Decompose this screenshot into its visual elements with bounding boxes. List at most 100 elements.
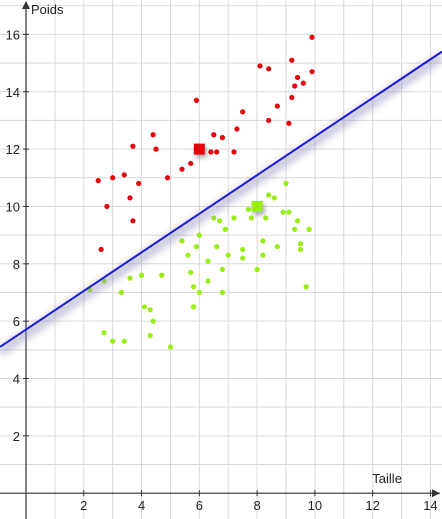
- centroid-red: [193, 143, 205, 155]
- data-point-red: [266, 117, 272, 124]
- data-point-red: [98, 246, 104, 253]
- y-tick-label: 8: [13, 257, 20, 272]
- y-axis-arrow: [22, 1, 30, 9]
- data-point-green: [266, 192, 272, 198]
- data-point-green: [110, 338, 116, 344]
- x-tick-label: 2: [80, 498, 87, 513]
- data-point-red: [300, 80, 306, 86]
- data-point-red: [179, 166, 185, 172]
- data-point-red: [121, 172, 127, 178]
- data-point-green: [205, 278, 211, 284]
- data-point-green: [141, 304, 148, 310]
- data-point-green: [297, 246, 304, 253]
- data-point-green: [248, 215, 254, 221]
- y-tick-label: 14: [6, 85, 20, 100]
- data-point-red: [153, 146, 159, 152]
- data-point-green: [225, 252, 231, 258]
- data-point-red: [289, 57, 295, 63]
- data-point-green: [294, 218, 301, 224]
- data-point-red: [208, 149, 214, 155]
- data-point-green: [240, 255, 246, 261]
- y-tick-label: 6: [13, 314, 20, 329]
- data-point-green: [274, 243, 280, 250]
- data-point-green: [260, 252, 266, 258]
- data-point-green: [306, 226, 312, 232]
- data-point-green: [147, 307, 153, 313]
- data-point-green: [179, 238, 185, 244]
- data-point-green: [292, 226, 298, 232]
- data-point-red: [130, 143, 136, 149]
- data-point-red: [130, 218, 136, 224]
- data-point-green: [303, 284, 309, 290]
- data-point-red: [294, 74, 301, 81]
- data-point-red: [211, 132, 217, 138]
- x-tick-label: 4: [138, 498, 145, 513]
- tick-labels: 2 4 6 8 10 12 14 2 4 6 8 10 12 14 16: [6, 27, 438, 513]
- data-point-red: [95, 178, 101, 184]
- separation-line-shadow: [0, 53, 442, 356]
- data-point-red: [136, 180, 142, 187]
- data-point-green: [219, 266, 226, 273]
- data-point-red: [193, 97, 200, 103]
- y-tick-label: 12: [6, 142, 20, 157]
- data-point-red: [164, 175, 171, 181]
- data-point-green: [167, 344, 174, 350]
- x-tick-label: 14: [423, 498, 437, 513]
- data-point-red: [286, 120, 292, 126]
- data-point-green: [190, 284, 197, 290]
- data-point-green: [159, 272, 165, 278]
- data-point-red: [257, 63, 263, 69]
- data-point-green: [185, 252, 191, 258]
- x-axis-arrow: [432, 489, 440, 498]
- x-tick-label: 6: [196, 498, 203, 513]
- data-point-red: [309, 34, 315, 40]
- data-points: [86, 34, 315, 350]
- data-point-red: [150, 132, 156, 138]
- data-point-red: [110, 175, 116, 181]
- y-axis-label: Poids: [31, 2, 64, 17]
- data-point-green: [211, 215, 217, 221]
- data-point-green: [271, 195, 278, 201]
- data-point-green: [101, 330, 107, 336]
- data-point-green: [297, 241, 304, 247]
- data-point-green: [205, 258, 211, 264]
- data-point-green: [219, 289, 226, 296]
- data-point-red: [289, 94, 295, 101]
- data-point-green: [280, 209, 286, 215]
- data-point-red: [292, 83, 298, 89]
- data-point-green: [214, 243, 220, 250]
- data-point-green: [260, 238, 266, 244]
- data-point-green: [121, 338, 127, 344]
- data-point-green: [216, 218, 223, 224]
- data-point-green: [286, 209, 292, 215]
- data-point-green: [245, 206, 252, 212]
- separation-line-path: [0, 50, 442, 348]
- data-point-green: [138, 272, 145, 278]
- data-point-green: [193, 243, 200, 250]
- data-point-green: [147, 332, 153, 339]
- data-point-red: [219, 135, 226, 141]
- data-point-green: [196, 289, 202, 296]
- data-point-red: [240, 109, 246, 115]
- data-point-green: [263, 215, 269, 221]
- data-point-green: [196, 232, 202, 238]
- data-point-green: [190, 304, 197, 310]
- data-point-red: [188, 160, 194, 167]
- data-point-red: [214, 149, 220, 155]
- centroid-green: [251, 200, 263, 212]
- data-point-red: [127, 195, 133, 201]
- data-point-red: [234, 126, 240, 132]
- data-point-red: [231, 149, 237, 155]
- data-point-green: [240, 246, 246, 253]
- separation-line: [0, 50, 442, 356]
- x-tick-label: 8: [253, 498, 260, 513]
- data-point-green: [283, 180, 289, 187]
- x-axis-label: Taille: [372, 471, 402, 486]
- data-point-red: [274, 103, 280, 109]
- y-tick-label: 16: [6, 27, 20, 42]
- data-point-green: [188, 269, 194, 276]
- centroids: [193, 143, 265, 215]
- y-tick-label: 10: [6, 199, 20, 214]
